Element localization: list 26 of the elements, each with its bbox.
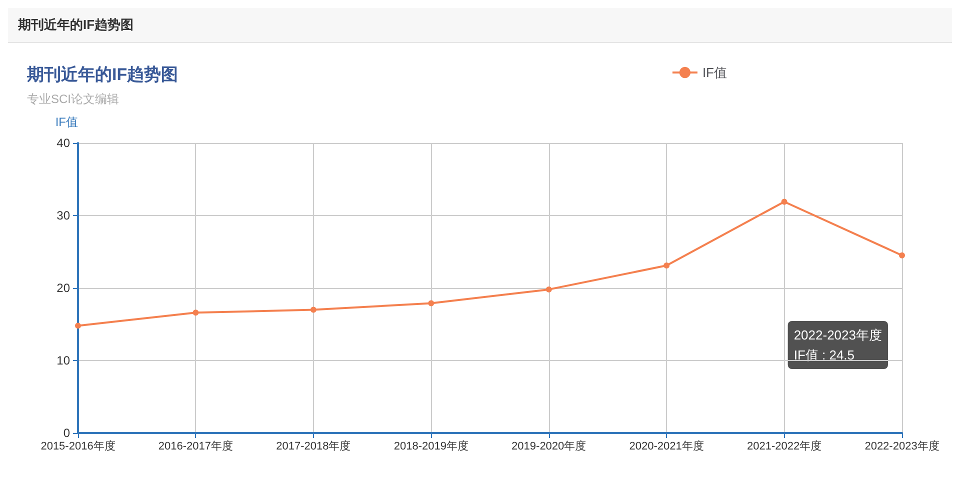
x-tick-label: 2016-2017年度: [158, 440, 234, 452]
point: [75, 322, 81, 329]
x-tick-label: 2019-2020年度: [512, 440, 586, 452]
y-tick-label: 0: [63, 426, 70, 440]
x-tick-label: 2018-2019年度: [394, 440, 468, 452]
x-tick-label: 2020-2021年度: [629, 440, 704, 452]
y-tick-label: 20: [56, 281, 70, 295]
chart-title: 期刊近年的IF趋势图: [26, 65, 178, 84]
x-tick-label: 2021-2022年度: [746, 440, 822, 452]
point: [546, 286, 552, 292]
y-tick-label: 40: [56, 136, 70, 150]
chart-subtitle: 专业SCI论文编辑: [27, 92, 120, 106]
point: [428, 300, 434, 306]
y-tick-label: 10: [56, 354, 70, 368]
point: [899, 252, 905, 258]
x-tick-label: 2022-2023年度: [864, 440, 940, 452]
point: [664, 262, 670, 269]
y-tick-label: 30: [56, 208, 70, 222]
point: [781, 198, 788, 205]
text: 期刊近年的IF趋势图: [8, 8, 952, 43]
x-tick-label: 2015-2016年度: [40, 440, 116, 452]
x-tick-label: 2017-2018年度: [276, 440, 351, 452]
legend-label: IF值: [702, 65, 728, 80]
point: [310, 306, 316, 313]
point: [192, 310, 199, 316]
y-axis-title: IF值: [55, 115, 78, 129]
